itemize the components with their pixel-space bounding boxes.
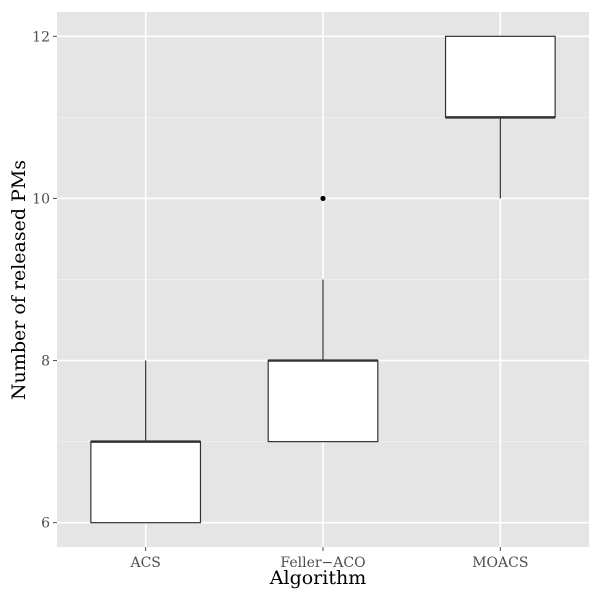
y-axis: 6 8 10 12 [32,29,57,532]
boxes-layer [90,35,556,524]
x-tick-label: ACS [129,555,160,571]
x-tick-label: Feller−ACO [280,555,365,571]
x-axis-title: Algorithm [269,567,366,589]
box-iqr [267,359,379,443]
y-tick-label: 12 [32,29,50,45]
box-iqr [90,441,202,524]
y-axis-title: Number of released PMs [8,160,30,400]
box-iqr [444,35,556,118]
x-tick-label: MOACS [472,555,528,571]
box-group [90,360,202,524]
y-tick-label: 8 [41,354,50,370]
box-group [444,35,556,199]
y-tick-label: 6 [41,516,50,532]
outlier-point [320,195,326,202]
box-group [267,195,379,443]
x-axis: ACS Feller−ACO MOACS [129,547,528,571]
y-tick-label: 10 [32,191,50,207]
